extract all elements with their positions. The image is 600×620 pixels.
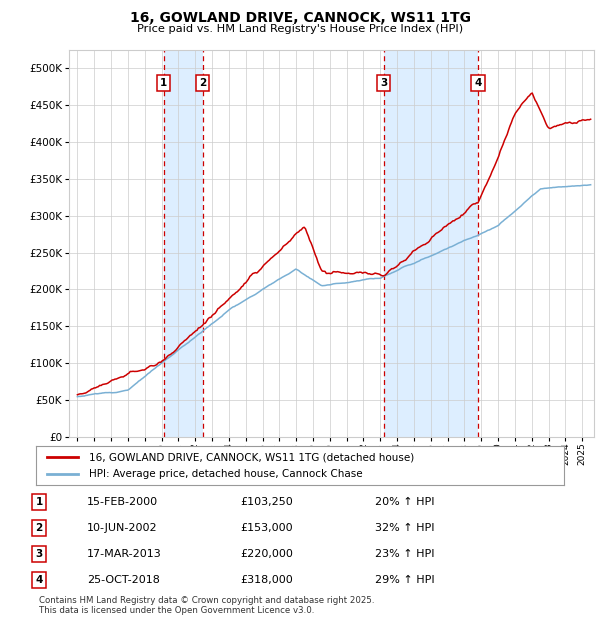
Text: 2: 2: [35, 523, 43, 533]
Text: 2: 2: [199, 78, 206, 88]
Text: 16, GOWLAND DRIVE, CANNOCK, WS11 1TG (detached house): 16, GOWLAND DRIVE, CANNOCK, WS11 1TG (de…: [89, 452, 414, 462]
Text: £220,000: £220,000: [240, 549, 293, 559]
Text: 20% ↑ HPI: 20% ↑ HPI: [375, 497, 434, 507]
Bar: [384, 50, 478, 437]
Text: HPI: Average price, detached house, Cannock Chase: HPI: Average price, detached house, Cann…: [89, 469, 362, 479]
Text: £153,000: £153,000: [240, 523, 293, 533]
Text: 4: 4: [475, 78, 482, 88]
Text: 17-MAR-2013: 17-MAR-2013: [87, 549, 162, 559]
Text: £103,250: £103,250: [240, 497, 293, 507]
Text: Price paid vs. HM Land Registry's House Price Index (HPI): Price paid vs. HM Land Registry's House …: [137, 24, 463, 33]
Text: 1: 1: [35, 497, 43, 507]
Text: 25-OCT-2018: 25-OCT-2018: [87, 575, 160, 585]
Text: 1: 1: [160, 78, 167, 88]
Text: 15-FEB-2000: 15-FEB-2000: [87, 497, 158, 507]
Text: £318,000: £318,000: [240, 575, 293, 585]
Text: 4: 4: [35, 575, 43, 585]
Text: 3: 3: [380, 78, 388, 88]
Text: 10-JUN-2002: 10-JUN-2002: [87, 523, 158, 533]
Text: 32% ↑ HPI: 32% ↑ HPI: [375, 523, 434, 533]
Text: 16, GOWLAND DRIVE, CANNOCK, WS11 1TG: 16, GOWLAND DRIVE, CANNOCK, WS11 1TG: [130, 11, 470, 25]
Text: 29% ↑ HPI: 29% ↑ HPI: [375, 575, 434, 585]
Text: Contains HM Land Registry data © Crown copyright and database right 2025.
This d: Contains HM Land Registry data © Crown c…: [39, 596, 374, 615]
Bar: [164, 50, 203, 437]
Text: 23% ↑ HPI: 23% ↑ HPI: [375, 549, 434, 559]
Text: 3: 3: [35, 549, 43, 559]
